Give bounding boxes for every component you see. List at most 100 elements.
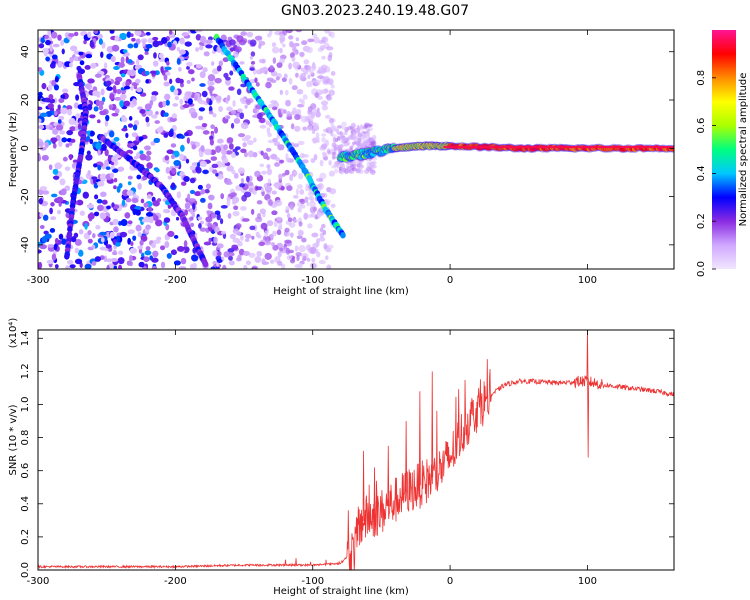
spectrogram-noise-speck xyxy=(42,214,49,221)
spectrogram-noise-speck xyxy=(311,232,319,238)
spectrogram-noise-speck xyxy=(342,167,347,173)
spectrogram-noise-speck xyxy=(140,198,145,204)
spectrogram-noise-speck xyxy=(86,150,91,156)
spectrogram-noise-speck xyxy=(145,79,149,84)
spectrogram-noise-speck xyxy=(279,247,284,252)
spectrogram-noise-speck xyxy=(199,227,207,232)
spectrogram-noise-speck xyxy=(328,89,335,96)
spectrogram-noise-speck xyxy=(228,86,235,91)
spectrogram-noise-speck xyxy=(215,145,222,153)
spectrogram-noise-speck xyxy=(160,261,166,269)
spectrogram-noise-speck xyxy=(284,239,292,244)
spectrogram-noise-speck xyxy=(369,169,376,176)
spectrogram-noise-speck xyxy=(325,46,334,51)
snr-y-tick-label: 1.0 xyxy=(20,397,31,413)
spectrogram-noise-speck xyxy=(98,100,105,106)
spectrogram-noise-speck xyxy=(299,51,305,58)
spectrogram-noise-speck xyxy=(119,100,124,108)
spectrogram-noise-speck xyxy=(57,34,62,41)
colorbar-tick-label: 0.0 xyxy=(696,261,707,277)
spectrogram-noise-speck xyxy=(211,163,219,169)
spectrogram-y-tick-label: 20 xyxy=(20,94,31,107)
spectrogram-noise-speck xyxy=(110,258,119,262)
snr-series-line xyxy=(38,330,674,570)
spectrogram-noise-speck xyxy=(272,57,277,64)
spectrogram-noise-speck xyxy=(129,247,137,254)
spectrogram-noise-speck xyxy=(146,150,152,156)
spectrogram-noise-speck xyxy=(198,115,204,121)
spectrogram-noise-speck xyxy=(41,154,49,161)
spectrogram-noise-speck xyxy=(120,219,128,227)
spectrogram-noise-speck xyxy=(275,76,280,81)
spectrogram-noise-speck xyxy=(239,97,247,103)
spectrogram-noise-speck xyxy=(336,136,341,142)
spectrogram-noise-speck xyxy=(51,60,56,65)
spectrogram-noise-speck xyxy=(296,235,303,240)
spectrogram-noise-speck xyxy=(236,88,242,96)
spectrogram-noise-speck xyxy=(121,199,126,207)
spectrogram-noise-speck xyxy=(356,126,361,131)
spectrogram-noise-speck xyxy=(60,188,67,196)
spectrogram-noise-speck xyxy=(246,175,250,183)
spectrogram-noise-speck xyxy=(286,185,293,192)
spectrogram-noise-speck xyxy=(236,108,243,113)
spectrogram-noise-speck xyxy=(146,122,151,127)
spectrogram-noise-speck xyxy=(99,212,107,220)
spectrogram-noise-speck xyxy=(127,175,133,180)
spectrogram-x-tick-label: -200 xyxy=(164,275,187,286)
spectrogram-noise-speck xyxy=(79,210,86,216)
spectrogram-noise-speck xyxy=(287,217,293,222)
spectrogram-noise-speck xyxy=(336,125,343,129)
spectrogram-noise-speck xyxy=(216,258,223,263)
spectrogram-noise-speck xyxy=(77,56,82,62)
spectrogram-noise-speck xyxy=(126,31,132,38)
spectrogram-y-ticks: -40 -20 0 20 40 xyxy=(20,45,674,253)
spectrogram-noise-speck xyxy=(289,173,294,182)
spectrogram-feature-blob xyxy=(340,232,346,239)
spectrogram-noise-speck xyxy=(108,104,113,111)
spectrogram-noise-speck xyxy=(265,81,272,89)
spectrogram-noise-speck xyxy=(212,113,217,118)
spectrogram-noise-speck xyxy=(321,55,326,60)
spectrogram-noise-speck xyxy=(194,30,203,33)
spectrogram-noise-speck xyxy=(135,224,142,232)
spectrogram-noise-speck xyxy=(111,202,115,208)
spectrogram-noise-speck xyxy=(139,239,144,246)
spectrogram-noise-speck xyxy=(165,71,171,76)
spectrogram-noise-speck xyxy=(49,207,53,215)
spectrogram-noise-speck xyxy=(164,93,171,101)
spectrogram-noise-speck xyxy=(121,116,128,123)
spectrogram-noise-speck xyxy=(285,100,291,107)
spectrogram-feature xyxy=(336,141,674,164)
spectrogram-noise-speck xyxy=(151,91,159,96)
spectrogram-noise-speck xyxy=(265,147,272,152)
spectrogram-noise-speck xyxy=(128,255,133,262)
spectrogram-noise-speck xyxy=(47,103,54,109)
spectrogram-noise-speck xyxy=(178,49,186,55)
spectrogram-noise-speck xyxy=(270,79,277,84)
spectrogram-noise-speck xyxy=(193,94,198,101)
spectrogram-noise-speck xyxy=(269,64,274,71)
spectrogram-noise-speck xyxy=(125,80,130,87)
spectrogram-noise-speck xyxy=(229,233,237,240)
spectrogram-noise-speck xyxy=(189,189,196,195)
spectrogram-noise-speck xyxy=(38,124,45,130)
spectrogram-noise-speck xyxy=(330,203,336,208)
spectrogram-noise-speck xyxy=(38,197,44,205)
spectrogram-noise-speck xyxy=(127,220,133,225)
colorbar-label: Normalized spectral amplitude xyxy=(738,73,749,227)
spectrogram-noise-speck xyxy=(331,142,336,148)
spectrogram-noise-speck xyxy=(290,232,294,238)
spectrogram-noise-speck xyxy=(132,98,137,105)
spectrogram-noise-speck xyxy=(288,77,293,85)
spectrogram-noise-speck xyxy=(341,126,348,130)
spectrogram-noise-speck xyxy=(47,30,52,37)
spectrogram-noise-speck xyxy=(203,241,212,246)
spectrogram-noise-speck xyxy=(261,66,269,74)
spectrogram-noise-speck xyxy=(131,132,138,138)
spectrogram-noise-speck xyxy=(135,87,143,93)
spectrogram-noise-speck xyxy=(196,161,201,168)
spectrogram-noise-speck xyxy=(145,44,153,49)
spectrogram-noise-speck xyxy=(307,38,315,43)
spectrogram-noise-speck xyxy=(68,117,76,126)
